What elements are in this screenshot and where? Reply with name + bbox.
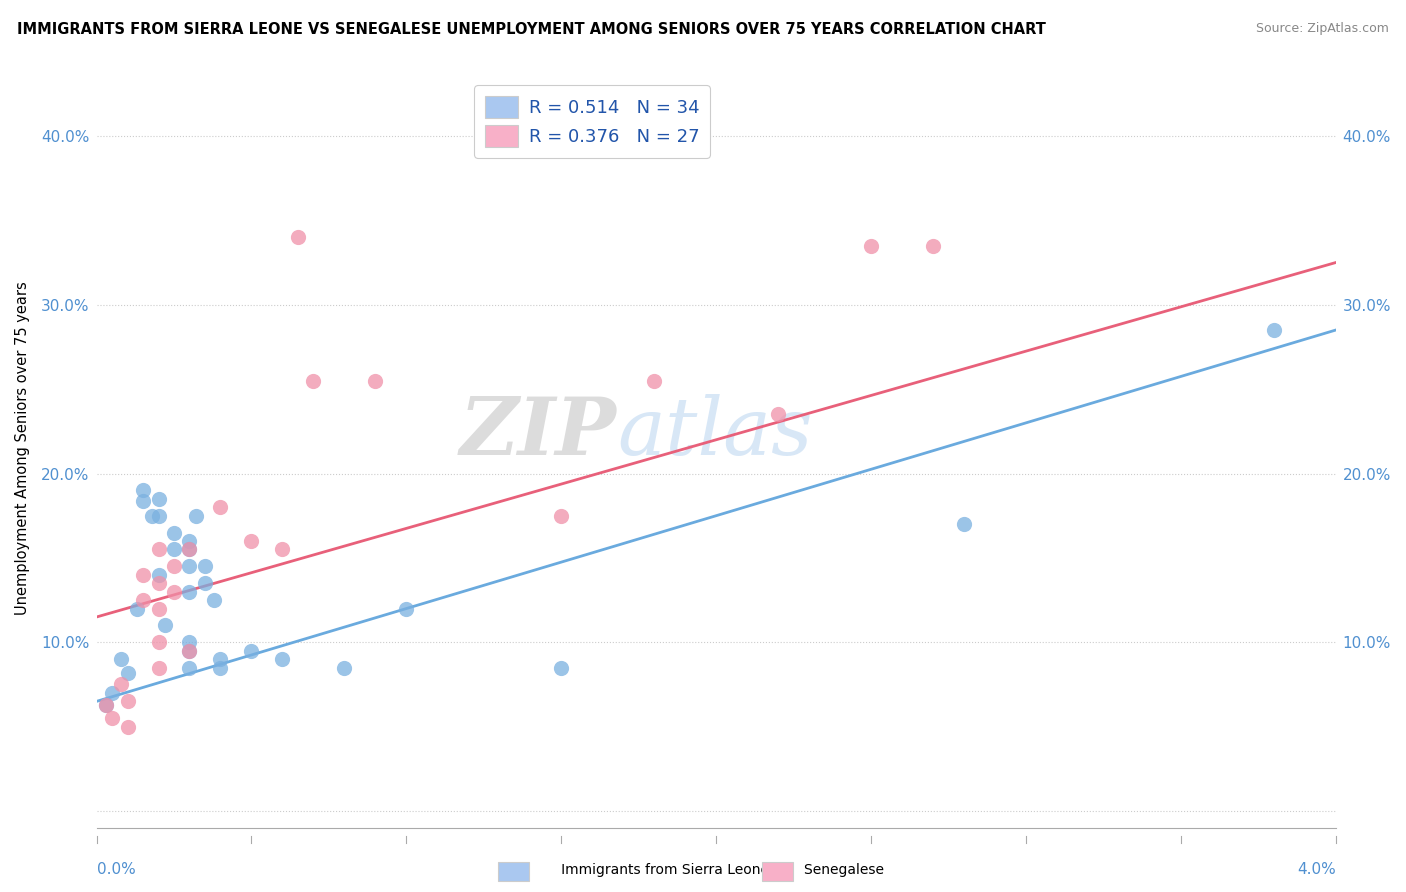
Point [101, 711, 124, 725]
Point [148, 542, 170, 557]
Point [921, 238, 943, 252]
Text: 0.0%: 0.0% [97, 863, 135, 877]
Point [953, 517, 976, 532]
Point [163, 525, 186, 540]
Point [240, 534, 263, 549]
Point [179, 559, 201, 574]
Point [194, 559, 217, 574]
Point [117, 665, 139, 680]
Point [287, 230, 309, 244]
Point [148, 567, 170, 582]
Point [209, 500, 232, 515]
Point [364, 374, 387, 388]
Point [333, 660, 356, 674]
Point [141, 508, 163, 523]
Point [94, 698, 117, 712]
Legend: R = 0.514   N = 34, R = 0.376   N = 27: R = 0.514 N = 34, R = 0.376 N = 27 [474, 85, 710, 158]
Text: atlas: atlas [617, 394, 813, 472]
Point [117, 720, 139, 734]
Point [132, 483, 155, 498]
Point [179, 584, 201, 599]
Point [94, 698, 117, 712]
Point [179, 542, 201, 557]
Text: ZIP: ZIP [460, 394, 617, 472]
Text: Immigrants from Sierra Leone        Senegalese: Immigrants from Sierra Leone Senegalese [548, 863, 884, 877]
Point [148, 576, 170, 591]
Point [859, 238, 882, 252]
Point [302, 374, 325, 388]
Point [148, 491, 170, 506]
Point [1263, 323, 1285, 337]
Point [148, 660, 170, 674]
Point [179, 660, 201, 674]
Point [202, 593, 225, 607]
Point [148, 601, 170, 615]
Point [179, 542, 201, 557]
Point [179, 635, 201, 649]
Point [179, 534, 201, 549]
Point [550, 508, 572, 523]
Point [271, 652, 294, 666]
Point [163, 584, 186, 599]
Text: Source: ZipAtlas.com: Source: ZipAtlas.com [1256, 22, 1389, 36]
Text: IMMIGRANTS FROM SIERRA LEONE VS SENEGALESE UNEMPLOYMENT AMONG SENIORS OVER 75 YE: IMMIGRANTS FROM SIERRA LEONE VS SENEGALE… [17, 22, 1046, 37]
Point [550, 660, 572, 674]
Point [766, 408, 789, 422]
Point [194, 576, 217, 591]
Point [271, 542, 294, 557]
Point [117, 694, 139, 708]
Point [184, 508, 207, 523]
Point [179, 644, 201, 658]
Point [643, 374, 665, 388]
Point [132, 593, 155, 607]
Point [209, 652, 232, 666]
Point [148, 635, 170, 649]
Point [163, 542, 186, 557]
Y-axis label: Unemployment Among Seniors over 75 years: Unemployment Among Seniors over 75 years [15, 281, 30, 615]
Point [395, 601, 418, 615]
Point [101, 686, 124, 700]
Point [110, 677, 132, 691]
Text: 4.0%: 4.0% [1296, 863, 1336, 877]
Point [148, 508, 170, 523]
Point [209, 660, 232, 674]
Point [153, 618, 176, 632]
Point [132, 567, 155, 582]
Point [125, 601, 148, 615]
Point [240, 644, 263, 658]
Point [132, 493, 155, 508]
Point [163, 559, 186, 574]
Point [179, 644, 201, 658]
Point [110, 652, 132, 666]
